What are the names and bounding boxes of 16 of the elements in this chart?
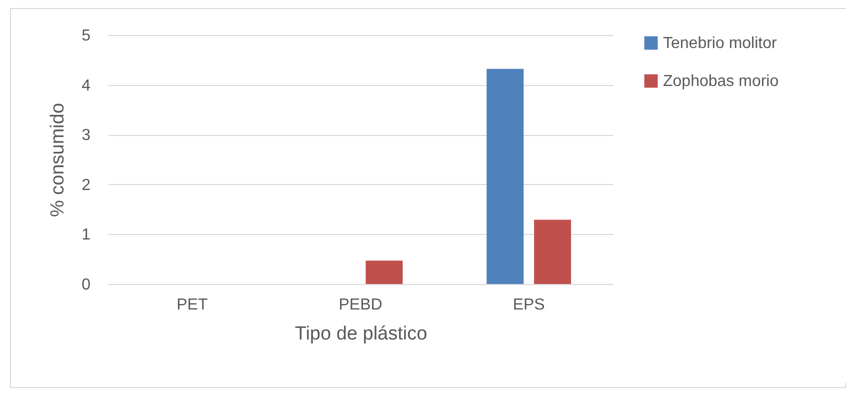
x-tick-label: EPS xyxy=(512,296,545,314)
x-tick-label: PET xyxy=(176,296,208,314)
y-tick-label: 3 xyxy=(82,127,91,144)
y-tick-label: 4 xyxy=(82,77,91,94)
y-tick-label: 2 xyxy=(82,176,91,194)
legend-label: Tenebrio molitor xyxy=(663,35,778,52)
bar xyxy=(366,260,403,284)
y-tick-label: 0 xyxy=(82,276,91,294)
x-tick-label: PEBD xyxy=(338,296,382,314)
bar xyxy=(486,68,524,284)
bar xyxy=(534,220,572,284)
legend-label: Zophobas morio xyxy=(663,73,779,90)
y-axis-title: % consumido xyxy=(48,102,69,218)
y-tick-label: 1 xyxy=(82,226,91,244)
x-axis-title: Tipo de plástico xyxy=(294,324,428,344)
y-tick-label: 5 xyxy=(82,28,91,44)
